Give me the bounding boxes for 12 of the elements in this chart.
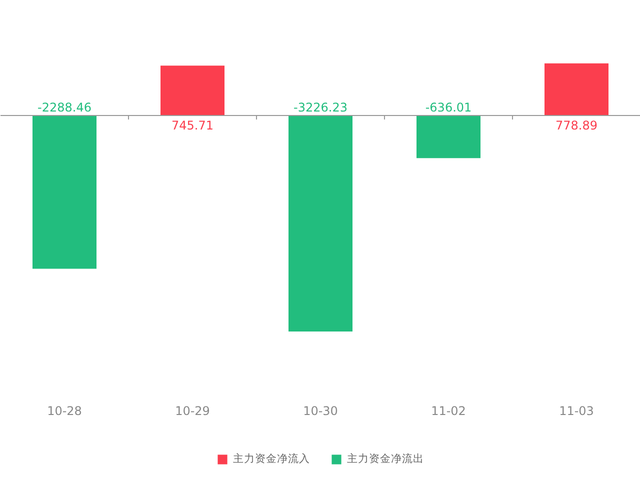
data-label: -2288.46	[38, 100, 92, 114]
x-tick-label: 10-29	[175, 404, 210, 418]
x-tick-label: 11-03	[559, 404, 594, 418]
x-tick-label: 10-30	[303, 404, 338, 418]
data-label: -636.01	[425, 100, 472, 114]
data-label: 778.89	[556, 118, 598, 132]
legend-label: 主力资金净流入	[233, 452, 310, 466]
data-label: -3226.23	[294, 100, 348, 114]
data-label: 745.71	[172, 118, 214, 132]
x-tick-label: 11-02	[431, 404, 466, 418]
legend-label: 主力资金净流出	[347, 452, 424, 466]
x-tick-label: 10-28	[47, 404, 82, 418]
